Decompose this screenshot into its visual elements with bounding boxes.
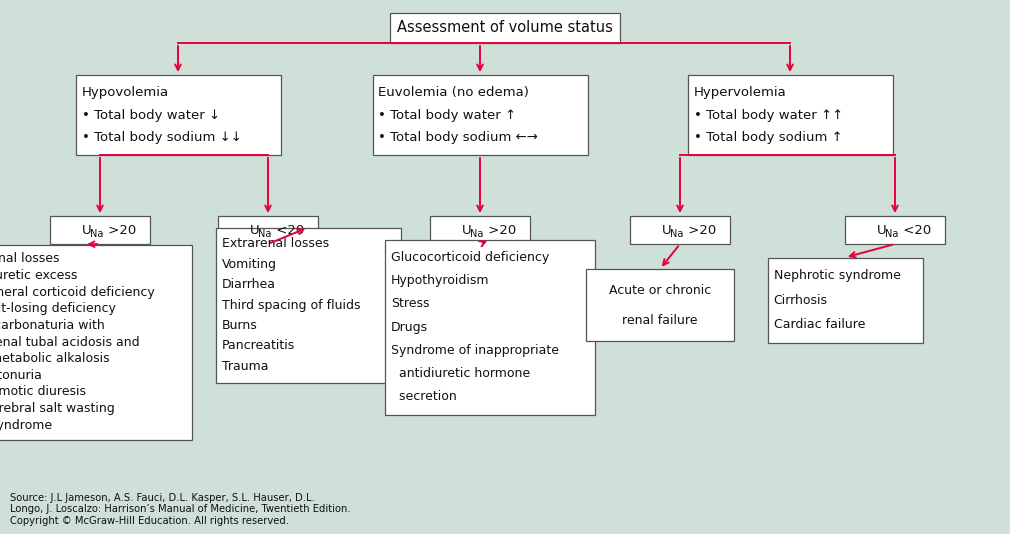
Text: Extrarenal losses: Extrarenal losses <box>221 237 328 250</box>
FancyBboxPatch shape <box>586 269 734 341</box>
Text: Na: Na <box>258 229 272 239</box>
Text: >20: >20 <box>484 224 516 237</box>
Text: syndrome: syndrome <box>0 419 53 431</box>
FancyBboxPatch shape <box>50 216 150 244</box>
Text: <20: <20 <box>899 224 931 237</box>
Text: Pancreatitis: Pancreatitis <box>221 340 295 352</box>
Text: Mineral corticoid deficiency: Mineral corticoid deficiency <box>0 286 156 299</box>
Text: Ketonuria: Ketonuria <box>0 369 42 382</box>
Text: Renal losses: Renal losses <box>0 253 60 265</box>
Text: Vomiting: Vomiting <box>221 257 277 271</box>
Text: • Total body water ↑: • Total body water ↑ <box>379 108 517 122</box>
Text: renal failure: renal failure <box>622 313 698 326</box>
FancyBboxPatch shape <box>390 13 620 43</box>
Text: Salt-losing deficiency: Salt-losing deficiency <box>0 302 116 315</box>
Text: Cardiac failure: Cardiac failure <box>774 318 865 331</box>
Text: Syndrome of inappropriate: Syndrome of inappropriate <box>391 344 559 357</box>
Text: U: U <box>250 224 260 237</box>
Text: Trauma: Trauma <box>221 360 268 373</box>
FancyBboxPatch shape <box>688 75 893 155</box>
Text: >20: >20 <box>104 224 136 237</box>
Text: Osmotic diuresis: Osmotic diuresis <box>0 386 87 398</box>
FancyBboxPatch shape <box>76 75 281 155</box>
Text: Cirrhosis: Cirrhosis <box>774 294 827 307</box>
Text: • Total body sodium ←→: • Total body sodium ←→ <box>379 131 538 144</box>
Text: U: U <box>877 224 887 237</box>
Text: Glucocorticoid deficiency: Glucocorticoid deficiency <box>391 250 549 264</box>
Text: Euvolemia (no edema): Euvolemia (no edema) <box>379 86 529 99</box>
Text: Bicarbonaturia with: Bicarbonaturia with <box>0 319 105 332</box>
Text: Na: Na <box>470 229 484 239</box>
Text: Hypothyroidism: Hypothyroidism <box>391 274 490 287</box>
Text: Burns: Burns <box>221 319 258 332</box>
Text: U: U <box>662 224 672 237</box>
Text: Hypervolemia: Hypervolemia <box>694 86 786 99</box>
Text: metabolic alkalosis: metabolic alkalosis <box>0 352 110 365</box>
Text: Na: Na <box>90 229 103 239</box>
Text: U: U <box>82 224 92 237</box>
Text: Stress: Stress <box>391 297 429 310</box>
FancyBboxPatch shape <box>373 75 588 155</box>
Text: Cerebral salt wasting: Cerebral salt wasting <box>0 402 115 415</box>
FancyBboxPatch shape <box>430 216 530 244</box>
FancyBboxPatch shape <box>845 216 945 244</box>
Text: secretion: secretion <box>391 390 457 403</box>
Text: Diuretic excess: Diuretic excess <box>0 269 78 282</box>
Text: Third spacing of fluids: Third spacing of fluids <box>221 299 360 311</box>
FancyBboxPatch shape <box>768 257 922 342</box>
FancyBboxPatch shape <box>630 216 730 244</box>
Text: • Total body water ↓: • Total body water ↓ <box>82 108 219 122</box>
Text: Acute or chronic: Acute or chronic <box>609 284 711 296</box>
FancyBboxPatch shape <box>218 216 318 244</box>
Text: Diarrhea: Diarrhea <box>221 278 276 291</box>
Text: Na: Na <box>670 229 684 239</box>
Text: antidiuretic hormone: antidiuretic hormone <box>391 367 530 380</box>
Text: Assessment of volume status: Assessment of volume status <box>397 20 613 35</box>
Text: Source: J.L Jameson, A.S. Fauci, D.L. Kasper, S.L. Hauser, D.L.
Longo, J. Loscal: Source: J.L Jameson, A.S. Fauci, D.L. Ka… <box>10 493 350 526</box>
Text: renal tubal acidosis and: renal tubal acidosis and <box>0 335 140 349</box>
Text: Hypovolemia: Hypovolemia <box>82 86 169 99</box>
FancyBboxPatch shape <box>0 245 192 439</box>
Text: Na: Na <box>885 229 898 239</box>
Text: • Total body sodium ↓↓: • Total body sodium ↓↓ <box>82 131 241 144</box>
Text: • Total body water ↑↑: • Total body water ↑↑ <box>694 108 842 122</box>
FancyBboxPatch shape <box>385 240 595 414</box>
FancyBboxPatch shape <box>215 227 401 382</box>
Text: Nephrotic syndrome: Nephrotic syndrome <box>774 269 900 282</box>
Text: >20: >20 <box>684 224 716 237</box>
Text: <20: <20 <box>272 224 304 237</box>
Text: U: U <box>462 224 472 237</box>
Text: Drugs: Drugs <box>391 320 428 334</box>
Text: • Total body sodium ↑: • Total body sodium ↑ <box>694 131 842 144</box>
